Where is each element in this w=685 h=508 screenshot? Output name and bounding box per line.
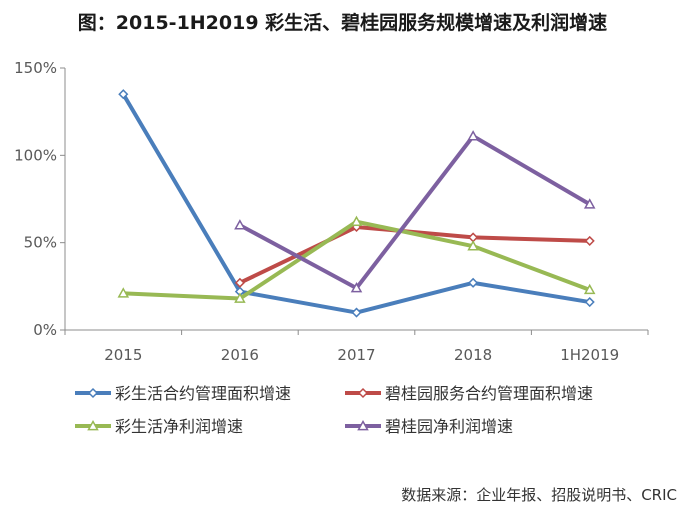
data-point	[584, 235, 595, 246]
legend-marker	[87, 387, 99, 399]
data-point	[351, 307, 362, 318]
data-point	[117, 287, 130, 298]
x-tick-label: 1H2019	[560, 346, 619, 364]
series-layer	[117, 89, 596, 318]
legend-marker	[357, 387, 369, 399]
data-point	[118, 89, 129, 100]
y-tick-label: 0%	[33, 321, 57, 339]
data-point	[583, 283, 596, 295]
data-point	[350, 282, 363, 293]
chart-title: 图：2015-1H2019 彩生活、碧桂园服务规模增速及利润增速	[77, 12, 608, 34]
x-tick-labels: 2015 2016 2017 2018 1H2019	[104, 346, 619, 364]
legend-label: 碧桂园净利润增速	[385, 417, 513, 436]
legend-label: 彩生活合约管理面积增速	[115, 384, 291, 403]
y-tick-label: 50%	[24, 234, 57, 252]
legend-item: 彩生活净利润增速	[75, 417, 243, 436]
legend-label: 彩生活净利润增速	[115, 417, 243, 436]
x-tick-label: 2016	[221, 346, 259, 364]
x-tick-label: 2015	[104, 346, 142, 364]
data-point	[584, 296, 595, 308]
y-tick-label: 100%	[14, 146, 57, 164]
legend-item: 碧桂园净利润增速	[345, 417, 513, 436]
legend-marker	[357, 419, 369, 431]
source-note: 数据来源：企业年报、招股说明书、CRIC	[401, 486, 677, 504]
series-1	[118, 89, 595, 318]
data-point	[234, 292, 246, 303]
y-tick-label: 150%	[14, 59, 57, 77]
legend-item: 彩生活合约管理面积增速	[75, 384, 291, 403]
series-line	[121, 92, 592, 315]
axes	[60, 67, 649, 335]
data-point	[468, 277, 479, 288]
series-4	[234, 130, 596, 293]
data-point	[467, 130, 479, 141]
legend-item: 碧桂园服务合约管理面积增速	[345, 384, 593, 403]
x-tick-label: 2017	[337, 346, 375, 364]
legend-marker	[87, 419, 99, 431]
y-tick-labels: 0% 50% 100% 150%	[14, 59, 57, 339]
data-point	[234, 219, 246, 230]
data-point	[467, 240, 479, 251]
x-tick-label: 2018	[454, 346, 492, 364]
series-line	[237, 134, 592, 291]
data-point	[350, 215, 363, 227]
data-point	[583, 198, 596, 209]
series-3	[117, 215, 596, 303]
data-point	[234, 277, 245, 288]
legend-label: 碧桂园服务合约管理面积增速	[385, 384, 593, 403]
